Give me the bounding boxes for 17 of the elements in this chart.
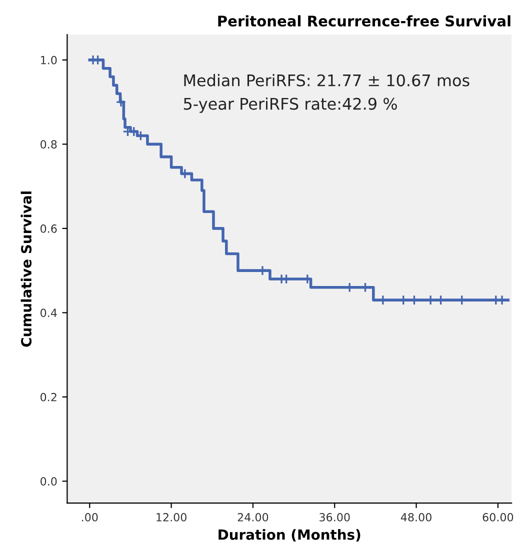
x-tick-label: 12.00	[156, 513, 186, 522]
y-tick-label: 1.0	[41, 56, 57, 64]
y-tick-label: 0.0	[40, 477, 57, 486]
x-tick-label: 36.00	[320, 513, 350, 522]
y-tick-label: 0.2	[40, 392, 56, 402]
y-tick-label: 0.6	[40, 224, 57, 233]
x-tick-label: 48.00	[400, 513, 432, 522]
y-tick-label: 0.4	[40, 308, 57, 318]
annotation: Median PeriRFS: 21.77 ± 10.67 mos	[184, 74, 470, 86]
x-tick-label: .00	[82, 513, 98, 522]
x-tick-label: 60.00	[482, 513, 514, 522]
x-axis-title: Duration (Months)	[218, 529, 360, 542]
y-tick-label: 0.8	[40, 140, 57, 149]
x-tick-label: 24.00	[238, 513, 268, 522]
y-axis-title: Cumulative Survival	[20, 192, 32, 347]
chart-title: Peritoneal Recurrence-free Survival	[218, 15, 510, 27]
annotation: 5-year PeriRFS rate:42.9 %	[184, 97, 397, 113]
